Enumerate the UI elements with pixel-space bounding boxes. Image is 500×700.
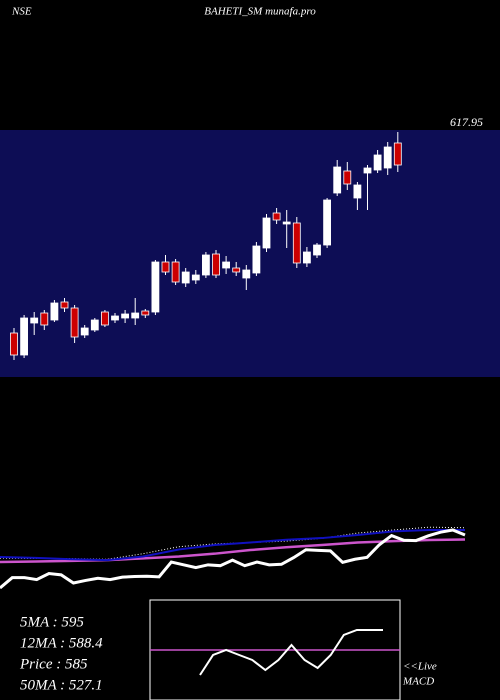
candle-body: [313, 244, 321, 256]
candle-body: [232, 267, 241, 273]
candle-body: [272, 212, 281, 221]
indicator-text: 5MA : 595: [20, 614, 84, 630]
macd-label: MACD: [402, 676, 434, 688]
fast-ma-line: [0, 528, 465, 562]
candle-body: [70, 307, 79, 338]
exchange: NSE: [11, 6, 32, 18]
indicator-text: 50MA : 527.1: [20, 677, 103, 693]
candle-body: [131, 312, 140, 319]
candle-body: [30, 317, 39, 324]
candle-body: [191, 274, 200, 281]
candle-body: [343, 170, 352, 185]
candle-body: [363, 167, 372, 174]
indicator-text: Price : 585: [19, 656, 88, 672]
live-label: <<Live: [403, 661, 437, 673]
candle-body: [90, 319, 99, 331]
candle-body: [242, 269, 251, 279]
candle-body: [222, 261, 231, 269]
candle-body: [20, 317, 29, 356]
candle-body: [323, 199, 332, 246]
candle-body: [60, 301, 69, 309]
candle-body: [101, 311, 109, 326]
candle-body: [181, 271, 190, 284]
candle-body: [262, 217, 271, 249]
candle-body: [252, 245, 261, 274]
indicator-text: 12MA : 588.4: [20, 635, 103, 651]
candle-body: [121, 313, 129, 319]
candle-body: [333, 166, 342, 194]
candle-body: [353, 184, 362, 199]
candle-body: [80, 327, 89, 336]
candle-body: [161, 261, 170, 273]
candle-body: [373, 154, 382, 171]
price-panel: [0, 130, 500, 377]
macd-line: [199, 629, 383, 676]
candle-body: [383, 146, 392, 169]
candle-body: [292, 222, 301, 264]
candle-body: [10, 332, 18, 356]
candle-body: [151, 261, 160, 313]
candle-body: [171, 261, 180, 283]
candle-body: [40, 312, 49, 326]
slow-ma-line: [0, 538, 466, 564]
close-line: [0, 528, 466, 590]
candle-body: [111, 315, 119, 321]
candle-body: [393, 142, 402, 166]
price-label: 617.95: [450, 115, 483, 129]
chart-title: BAHETI_SM munafa.pro: [204, 6, 316, 18]
candle-body: [50, 302, 59, 321]
candle-body: [302, 251, 311, 264]
candle-body: [212, 253, 220, 276]
candle-body: [201, 254, 210, 276]
candle-body: [141, 310, 150, 316]
candle-body: [282, 221, 291, 225]
